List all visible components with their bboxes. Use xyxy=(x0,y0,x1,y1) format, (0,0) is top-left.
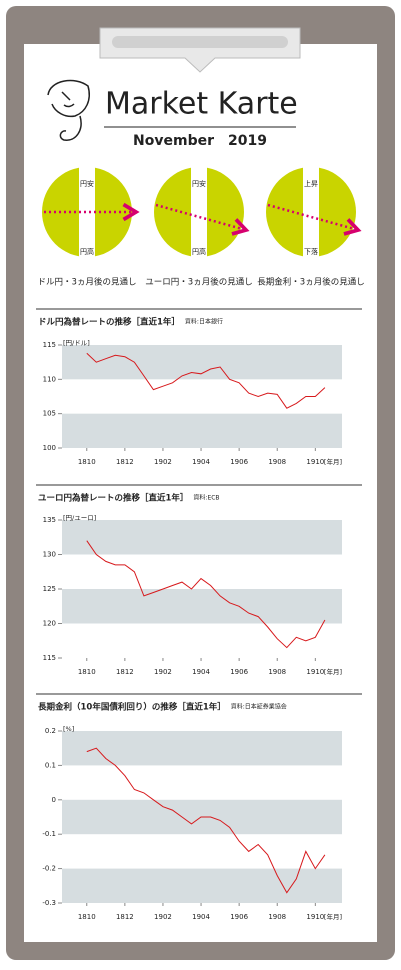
y-tick-label: 130 xyxy=(43,551,56,559)
gauge-bar xyxy=(303,165,319,259)
outlook-arrow xyxy=(155,203,250,236)
x-unit: [年月] xyxy=(324,457,342,466)
y-tick-label: 100 xyxy=(43,444,56,452)
gauge-bottom-label: 円高 xyxy=(192,247,206,256)
x-tick-label: 1812 xyxy=(116,913,134,921)
x-tick-label: 1906 xyxy=(230,913,248,921)
band xyxy=(62,868,342,903)
y-tick-label: 105 xyxy=(43,410,56,418)
gauge-caption: ドル円・3ヵ月後の見通し xyxy=(38,277,137,288)
y-tick-label: 110 xyxy=(43,375,56,383)
outlook-arrow xyxy=(267,203,362,236)
x-unit: [年月] xyxy=(324,667,342,676)
data-line xyxy=(86,352,326,409)
charts: ドル円為替レートの推移［直近1年］ 資料:日本銀行 100 105 110 115 1810… xyxy=(36,308,362,921)
band xyxy=(62,520,342,555)
band xyxy=(62,589,342,624)
x-tick-label: 1908 xyxy=(268,458,286,466)
x-tick-label: 1904 xyxy=(192,913,210,921)
data-line xyxy=(86,747,326,894)
gauge-caption: ユーロ円・3ヵ月後の見通し xyxy=(145,277,252,288)
gauge-bar xyxy=(191,165,207,259)
x-tick-label: 1910 xyxy=(306,668,324,676)
y-tick-label: -0.2 xyxy=(42,865,56,873)
logo xyxy=(47,79,90,141)
y-tick-label: -0.1 xyxy=(42,830,56,838)
x-tick-label: 1906 xyxy=(230,458,248,466)
x-unit: [年月] xyxy=(324,912,342,921)
y-tick-label: 115 xyxy=(43,654,56,662)
header-date: November 2019 xyxy=(133,133,267,149)
x-tick-label: 1910 xyxy=(306,913,324,921)
gauge-bottom-label: 下落 xyxy=(304,247,318,256)
chart-title: 長期金利（10年国債利回り）の推移［直近1年］ xyxy=(38,702,226,713)
x-tick-label: 1812 xyxy=(116,458,134,466)
x-tick-label: 1810 xyxy=(78,668,96,676)
chart-source: 資料:ECB xyxy=(193,494,219,502)
x-tick-label: 1904 xyxy=(192,458,210,466)
y-tick-label: 135 xyxy=(43,516,56,524)
y-tick-label: -0.3 xyxy=(42,899,56,907)
x-tick-label: 1902 xyxy=(154,458,172,466)
y-unit: [円/ユーロ] xyxy=(63,514,96,522)
gauge-top-label: 円安 xyxy=(192,179,206,188)
gauge-bar-top xyxy=(191,157,207,165)
chart-source: 資料:日本銀行 xyxy=(185,318,223,326)
gauge-bar-top xyxy=(79,157,95,165)
gauge-top-label: 上昇 xyxy=(304,179,318,188)
x-tick-label: 1810 xyxy=(78,913,96,921)
gauge-bottom-label: 円高 xyxy=(80,247,94,256)
x-tick-label: 1902 xyxy=(154,668,172,676)
y-tick-label: 0.1 xyxy=(45,761,56,769)
gauge-caption: 長期金利・3ヵ月後の見通し xyxy=(257,277,364,288)
y-tick-label: 120 xyxy=(43,620,56,628)
gauge-top-label: 円安 xyxy=(80,179,94,188)
outlooks: 円安円高ドル円・3ヵ月後の見通し円安円高ユーロ円・3ヵ月後の見通し上昇下落長期金… xyxy=(38,157,365,288)
x-tick-label: 1910 xyxy=(306,458,324,466)
y-tick-label: 125 xyxy=(43,585,56,593)
y-tick-label: 115 xyxy=(43,341,56,349)
band xyxy=(62,413,342,448)
chart-source: 資料:日本証券業協会 xyxy=(231,703,287,711)
chart-title: ユーロ円為替レートの推移［直近1年］ xyxy=(38,493,188,504)
x-tick-label: 1812 xyxy=(116,668,134,676)
gauge-bar-top xyxy=(303,157,319,165)
y-unit: [円/ドル] xyxy=(63,339,90,347)
band xyxy=(62,731,342,766)
gauge-bar xyxy=(79,165,95,259)
clip-hole xyxy=(112,36,288,48)
data-line xyxy=(86,540,326,649)
x-tick-label: 1908 xyxy=(268,913,286,921)
x-tick-label: 1902 xyxy=(154,913,172,921)
x-tick-label: 1908 xyxy=(268,668,286,676)
chart-title: ドル円為替レートの推移［直近1年］ xyxy=(38,317,180,328)
y-tick-label: 0 xyxy=(52,796,56,804)
x-tick-label: 1906 xyxy=(230,668,248,676)
y-tick-label: 0.2 xyxy=(45,727,56,735)
x-tick-label: 1904 xyxy=(192,668,210,676)
y-unit: [%] xyxy=(63,725,74,733)
x-tick-label: 1810 xyxy=(78,458,96,466)
band xyxy=(62,345,342,380)
header-title: Market Karte xyxy=(105,87,298,122)
